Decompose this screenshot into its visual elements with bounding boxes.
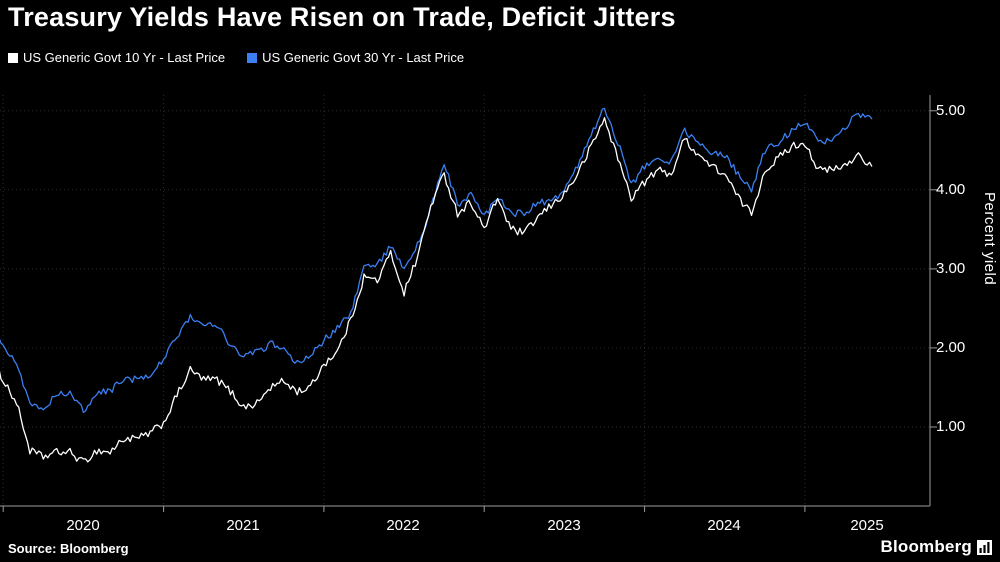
chart-title: Treasury Yields Have Risen on Trade, Def… — [8, 2, 676, 32]
bloomberg-logo: Bloomberg — [880, 537, 992, 557]
yield-line-chart — [0, 95, 937, 512]
y-tick-1: 1.00 — [936, 418, 966, 435]
x-tick-2023: 2023 — [547, 517, 581, 534]
x-tick-2022: 2022 — [386, 517, 420, 534]
legend-swatch-30yr-icon — [247, 52, 258, 63]
x-tick-2020: 2020 — [66, 517, 100, 534]
chart-legend: US Generic Govt 10 Yr - Last Price US Ge… — [8, 50, 464, 65]
legend-label-10yr: US Generic Govt 10 Yr - Last Price — [23, 50, 226, 65]
y-tick-4: 4.00 — [936, 181, 966, 198]
y-tick-5: 5.00 — [936, 102, 966, 119]
legend-item-10yr: US Generic Govt 10 Yr - Last Price — [8, 50, 225, 65]
x-tick-2025: 2025 — [850, 517, 884, 534]
bloomberg-bars-icon — [977, 539, 992, 555]
bloomberg-wordmark: Bloomberg — [880, 537, 972, 556]
y-axis-title: Percent yield — [981, 192, 998, 286]
legend-item-30yr: US Generic Govt 30 Yr - Last Price — [247, 50, 464, 65]
legend-label-30yr: US Generic Govt 30 Yr - Last Price — [262, 50, 465, 65]
x-tick-2024: 2024 — [707, 517, 741, 534]
source-attribution: Source: Bloomberg — [8, 541, 129, 556]
y-tick-2: 2.00 — [936, 339, 966, 356]
legend-swatch-10yr-icon — [8, 52, 18, 63]
y-tick-3: 3.00 — [936, 260, 966, 277]
x-tick-2021: 2021 — [226, 517, 260, 534]
